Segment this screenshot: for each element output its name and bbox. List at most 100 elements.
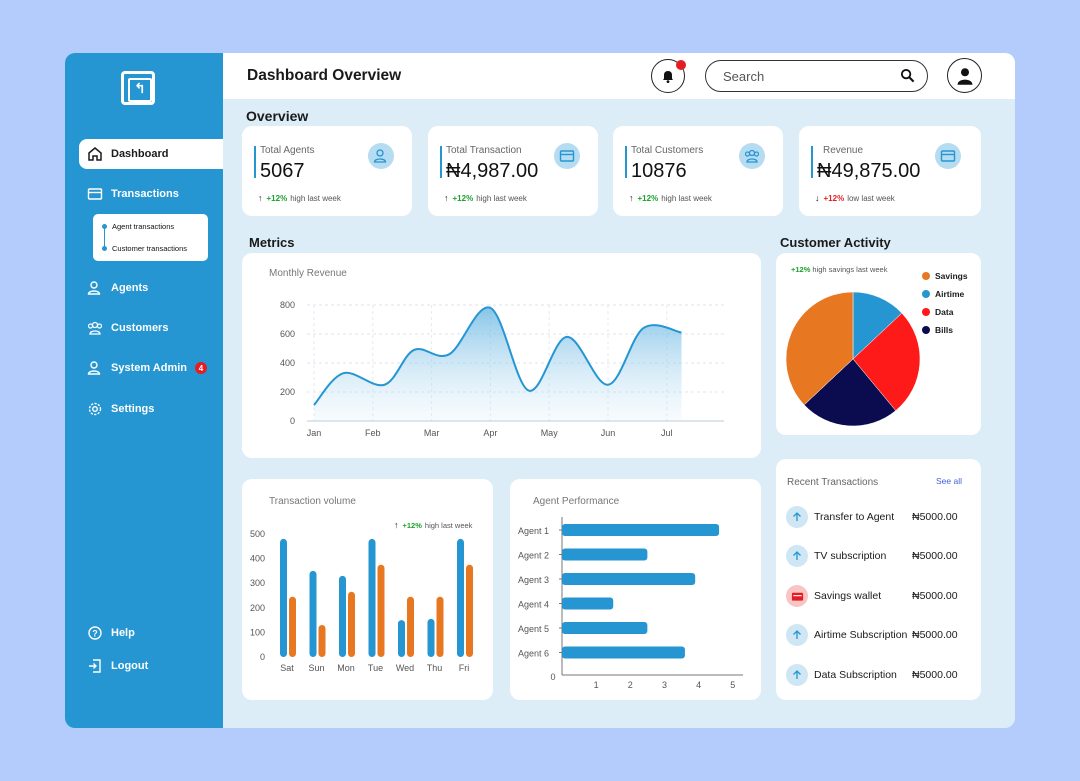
x-tick-label: 3 bbox=[662, 680, 667, 690]
arrow-up-icon: ↑ bbox=[394, 520, 399, 530]
sidebar: ↰ Dashboard Transactions Agent transacti… bbox=[65, 53, 223, 728]
stat-label: Revenue bbox=[823, 145, 864, 156]
series-line bbox=[313, 306, 682, 406]
customer-activity-card: +12% high savings last week Savings Airti… bbox=[776, 253, 981, 435]
bar bbox=[562, 573, 696, 585]
x-tick-label: May bbox=[541, 428, 559, 438]
search-input[interactable]: Search bbox=[705, 60, 928, 92]
transaction-row[interactable]: Airtime Subscription ₦5000.00 bbox=[786, 623, 966, 647]
legend-swatch bbox=[922, 290, 930, 298]
x-tick-label: 4 bbox=[696, 680, 701, 690]
y-tick-label: Agent 3 bbox=[518, 575, 549, 585]
sidebar-item-label: System Admin bbox=[111, 362, 188, 374]
y-tick-label: 800 bbox=[280, 300, 295, 310]
y-tick-label: 0 bbox=[260, 652, 265, 662]
bar bbox=[348, 591, 355, 657]
transaction-label: TV subscription bbox=[814, 550, 887, 562]
legend-savings: Savings bbox=[922, 271, 968, 281]
trend-note: high savings last week bbox=[812, 265, 888, 274]
stat-card-total-transaction[interactable]: Total Transaction ₦4,987.00 ↑ +12% high la… bbox=[428, 126, 598, 216]
bar bbox=[398, 620, 405, 657]
sidebar-item-settings[interactable]: Settings bbox=[79, 394, 223, 424]
app-logo[interactable]: ↰ bbox=[121, 71, 155, 105]
stat-card-total-agents[interactable]: Total Agents 5067 ↑ +12% high last week bbox=[242, 126, 412, 216]
arrow-up-icon bbox=[786, 506, 808, 528]
user-avatar[interactable] bbox=[947, 58, 982, 93]
metrics-title: Metrics bbox=[249, 235, 295, 250]
monthly-revenue-card: Monthly Revenue 0 200 400 600 800 Jan Feb Mar Ap… bbox=[242, 253, 761, 458]
gear-icon bbox=[88, 402, 102, 416]
submenu-item-customer-transactions[interactable]: Customer transactions bbox=[102, 244, 187, 253]
bullet-icon bbox=[102, 246, 107, 251]
submenu-item-agent-transactions[interactable]: Agent transactions bbox=[102, 222, 174, 231]
bar bbox=[427, 618, 435, 657]
see-all-link[interactable]: See all bbox=[936, 476, 962, 486]
bar bbox=[318, 625, 326, 657]
stat-label: Total Agents bbox=[260, 145, 315, 156]
y-tick-label: 500 bbox=[250, 529, 265, 539]
bar bbox=[562, 548, 648, 561]
arrow-up-icon bbox=[786, 545, 808, 567]
stat-note: high last week bbox=[476, 193, 527, 203]
transaction-amount: ₦5000.00 bbox=[912, 629, 958, 641]
transaction-amount: ₦5000.00 bbox=[912, 511, 958, 523]
y-tick-label: Agent 4 bbox=[518, 600, 549, 610]
sidebar-item-label: Help bbox=[111, 627, 135, 639]
pie-slice bbox=[852, 291, 903, 360]
transaction-row[interactable]: TV subscription ₦5000.00 bbox=[786, 544, 966, 568]
transaction-amount: ₦5000.00 bbox=[912, 669, 958, 681]
transaction-row[interactable]: Transfer to Agent ₦5000.00 bbox=[786, 505, 966, 529]
stat-value: ₦49,875.00 bbox=[817, 160, 921, 182]
x-tick-label: Jul bbox=[661, 428, 673, 438]
stat-change: +12% bbox=[452, 193, 474, 203]
stat-note: low last week bbox=[847, 193, 895, 203]
transaction-row[interactable]: Savings wallet ₦5000.00 bbox=[786, 584, 966, 608]
transaction-volume-chart: 0 100 200 300 400 500 Sat Sun Mon Tue Wed Thu Fri bbox=[250, 529, 473, 673]
arrow-up-icon bbox=[786, 624, 808, 646]
x-tick-label: Jun bbox=[601, 428, 616, 438]
bar bbox=[289, 596, 296, 657]
sidebar-item-logout[interactable]: Logout bbox=[79, 651, 223, 681]
wallet-icon bbox=[786, 585, 808, 607]
search-icon[interactable] bbox=[900, 68, 915, 83]
legend-airtime: Airtime bbox=[922, 289, 964, 299]
arrow-up-icon: ↑ bbox=[258, 193, 263, 203]
y-tick-label: 600 bbox=[280, 329, 295, 339]
x-tick-label: Jan bbox=[307, 428, 322, 438]
agent-icon bbox=[368, 143, 394, 169]
transaction-row[interactable]: Data Subscription ₦5000.00 bbox=[786, 663, 966, 687]
stat-change: +12% bbox=[637, 193, 659, 203]
stat-label: Total Transaction bbox=[446, 145, 522, 156]
recent-transactions-title: Recent Transactions bbox=[787, 477, 879, 488]
bar bbox=[457, 538, 464, 657]
y-tick-label: Agent 6 bbox=[518, 649, 549, 659]
transaction-label: Airtime Subscription bbox=[814, 629, 908, 641]
sidebar-item-system-admin[interactable]: System Admin 4 bbox=[79, 353, 223, 383]
sidebar-item-help[interactable]: ? Help bbox=[79, 618, 223, 648]
x-tick-label: Apr bbox=[483, 428, 497, 438]
y-tick-label: Agent 5 bbox=[518, 624, 549, 634]
stat-accent bbox=[625, 146, 627, 178]
sidebar-item-dashboard[interactable]: Dashboard bbox=[79, 139, 223, 169]
x-tick-label: Mon bbox=[337, 663, 355, 673]
notifications-button[interactable] bbox=[651, 59, 686, 93]
logout-icon bbox=[89, 659, 101, 673]
x-tick-label: Thu bbox=[427, 663, 443, 673]
stat-value: 5067 bbox=[260, 160, 305, 182]
x-tick-label: Sun bbox=[308, 663, 324, 673]
legend-label: Airtime bbox=[935, 289, 965, 299]
x-tick-label: 1 bbox=[594, 680, 599, 690]
legend-swatch bbox=[922, 308, 930, 316]
bar bbox=[407, 596, 414, 657]
stat-card-revenue[interactable]: Revenue ₦49,875.00 ↓ +12% low last week bbox=[799, 126, 981, 216]
transaction-amount: ₦5000.00 bbox=[912, 590, 958, 602]
legend-label: Data bbox=[935, 307, 954, 317]
stat-value: ₦4,987.00 bbox=[446, 160, 539, 182]
sidebar-item-transactions[interactable]: Transactions bbox=[79, 179, 223, 209]
sidebar-item-customers[interactable]: Customers bbox=[79, 313, 223, 343]
stat-card-total-customers[interactable]: Total Customers 10876 ↑ +12% high last wee… bbox=[613, 126, 783, 216]
bar bbox=[466, 564, 473, 657]
sidebar-item-agents[interactable]: Agents bbox=[79, 273, 223, 303]
bar bbox=[562, 524, 720, 536]
